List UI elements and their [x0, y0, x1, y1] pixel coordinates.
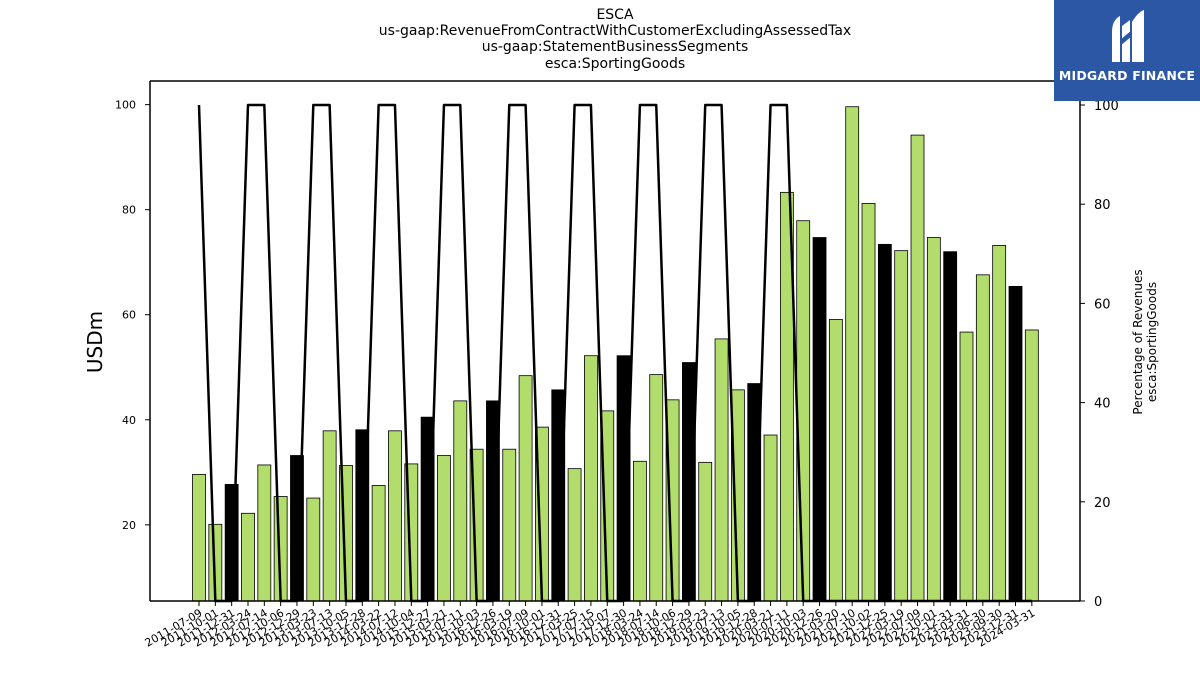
logo-text: MIDGARD FINANCE [1058, 68, 1196, 83]
y-axis-label-right: Percentage of Revenues esca:SportingGood… [1131, 269, 1159, 414]
bar [763, 434, 778, 602]
y-axis-label-right-line-1: Percentage of Revenues [1131, 269, 1145, 415]
y-tick-label-left: 20 [122, 519, 136, 532]
bar [453, 400, 468, 602]
bar [518, 375, 533, 602]
bar [992, 245, 1007, 602]
bar [910, 134, 925, 602]
bar [257, 464, 272, 602]
chart-subtitle-concept: us-gaap:RevenueFromContractWithCustomerE… [378, 23, 852, 39]
y-tick-label-right: 100 [1094, 99, 1119, 114]
bar [1024, 329, 1039, 602]
y-tick-label-left: 80 [122, 204, 136, 217]
chart-subtitle-member: esca:SportingGoods [544, 56, 686, 72]
bar [714, 338, 729, 602]
bar [812, 237, 827, 602]
bar [306, 497, 321, 602]
bar [437, 455, 451, 602]
y-tick-label-right: 20 [1094, 496, 1111, 511]
bar [698, 461, 713, 602]
y-tick-label-right: 0 [1094, 595, 1102, 610]
bar [649, 374, 664, 602]
bar [1008, 285, 1023, 602]
bar [943, 251, 958, 602]
y-axis-label-left: USDm [83, 310, 107, 374]
bar [502, 448, 517, 602]
bar [877, 243, 892, 602]
y-tick-label-left: 100 [115, 99, 136, 112]
bar [845, 106, 860, 602]
bars-group [192, 106, 1039, 602]
bar [959, 331, 974, 602]
axes-group: 204060801000204060801002011-07-092011-10… [115, 80, 1119, 650]
bar [828, 319, 843, 602]
bar [926, 237, 941, 602]
y-tick-label-right: 40 [1094, 397, 1111, 412]
bar [861, 202, 876, 602]
chart-title: ESCA [596, 7, 634, 23]
bar [584, 355, 598, 602]
bar [371, 485, 386, 602]
bar [633, 460, 647, 602]
y-tick-label-right: 60 [1094, 297, 1111, 312]
bar [567, 468, 582, 602]
bar [192, 474, 206, 602]
y-tick-label-left: 60 [122, 309, 136, 322]
bar [241, 512, 255, 602]
chart-subtitle-axis: us-gaap:StatementBusinessSegments [481, 39, 749, 55]
logo-mark-icon [1112, 10, 1144, 62]
y-tick-label-right: 80 [1094, 198, 1111, 213]
midgard-finance-logo: MIDGARD FINANCE [1054, 0, 1200, 101]
y-tick-label-left: 40 [122, 414, 136, 427]
bar [322, 430, 337, 602]
y-axis-label-right-line-2: esca:SportingGoods [1145, 281, 1159, 403]
bar [975, 274, 990, 602]
bar [796, 220, 811, 602]
bar [388, 430, 402, 602]
bar [894, 250, 909, 602]
